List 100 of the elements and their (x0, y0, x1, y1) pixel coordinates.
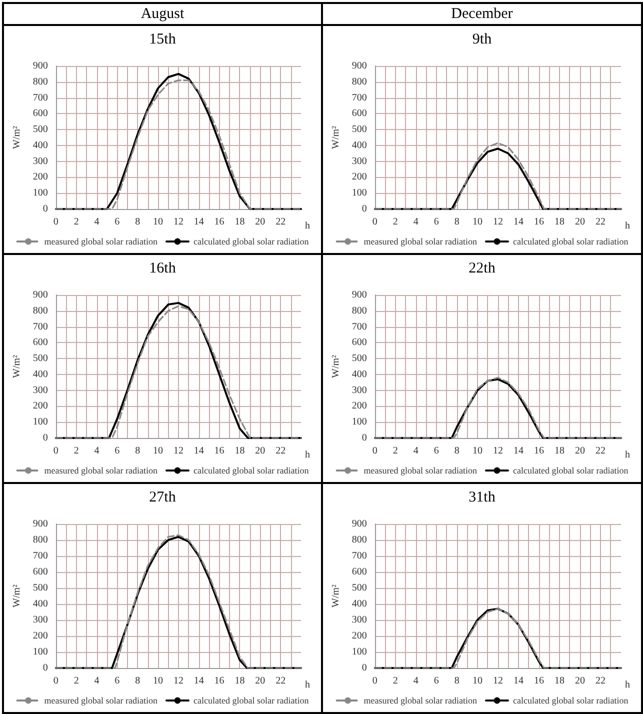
y-tick-label: 900 (32, 518, 48, 530)
y-tick-label: 700 (32, 92, 48, 104)
legend-label: calculated global solar radiation (194, 236, 310, 246)
x-tick-label: 12 (173, 446, 184, 456)
y-tick-label: 0 (42, 662, 48, 674)
x-tick-label: 12 (492, 216, 503, 228)
text: August (4, 4, 323, 26)
y-tick-label: 0 (362, 204, 367, 214)
legend-label: measured global solar radiation (364, 696, 478, 706)
legend-label: measured global solar radiation (44, 466, 158, 476)
x-tick-label: 2 (392, 676, 398, 686)
y-tick-label: 600 (32, 108, 48, 120)
x-tick-label: 12 (492, 676, 503, 686)
x-tick-label: 2 (74, 446, 79, 456)
y-tick-label: 500 (32, 582, 48, 594)
y-tick-label: 700 (32, 550, 48, 562)
y-tick-label: 400 (352, 598, 367, 610)
y-tick-label: 900 (32, 60, 48, 72)
legend-label: measured global solar radiation (44, 236, 158, 246)
x-tick-label: 6 (114, 676, 120, 686)
y-tick-label: 600 (32, 566, 48, 578)
x-tick-label: 18 (554, 216, 564, 228)
y-tick-label: 200 (32, 172, 48, 183)
legend-label: calculated global solar radiation (513, 696, 629, 706)
y-tick-label: 0 (42, 204, 48, 214)
y-tick-label: 800 (352, 76, 367, 88)
x-tick-label: 8 (135, 216, 140, 228)
y-tick-label: 300 (352, 614, 367, 626)
chart-title: 31th (468, 490, 496, 506)
x-tick-label: 6 (434, 676, 439, 686)
x-tick-label: 0 (372, 216, 378, 228)
text: December (323, 4, 641, 26)
x-tick-label: 20 (574, 446, 585, 456)
x-tick-label: 10 (472, 446, 482, 456)
legend-label: calculated global solar radiation (513, 466, 629, 476)
x-tick-label: 18 (234, 676, 245, 686)
x-axis-title: h (625, 220, 630, 232)
x-tick-label: 18 (234, 216, 245, 228)
x-tick-label: 22 (276, 446, 286, 456)
y-tick-label: 300 (352, 156, 367, 167)
x-tick-label: 20 (255, 676, 266, 686)
x-tick-label: 16 (534, 446, 544, 456)
x-tick-label: 16 (214, 446, 224, 456)
chart-title: 27th (149, 490, 176, 506)
y-axis-title: W/m² (330, 126, 342, 149)
chart-title: 15th (149, 32, 176, 48)
x-tick-label: 16 (534, 676, 544, 686)
x-tick-label: 18 (234, 446, 245, 456)
x-tick-label: 2 (392, 216, 398, 228)
y-tick-label: 800 (32, 76, 48, 88)
x-tick-label: 0 (372, 676, 378, 686)
x-tick-label: 16 (534, 216, 544, 228)
y-axis-title: W/m² (12, 355, 22, 378)
x-tick-label: 18 (554, 446, 564, 456)
x-axis-title: h (305, 220, 310, 232)
x-tick-label: 22 (276, 676, 286, 686)
y-tick-label: 400 (352, 368, 367, 380)
y-tick-label: 500 (32, 124, 48, 136)
y-tick-label: 200 (32, 630, 48, 642)
y-tick-label: 700 (352, 92, 367, 104)
x-tick-label: 14 (513, 216, 524, 228)
y-tick-label: 0 (362, 662, 367, 674)
x-tick-label: 8 (454, 676, 460, 686)
x-tick-label: 20 (255, 446, 266, 456)
y-tick-label: 900 (352, 290, 367, 300)
y-tick-label: 300 (32, 156, 48, 167)
y-tick-label: 0 (42, 432, 48, 444)
x-tick-label: 10 (472, 676, 482, 686)
y-axis-title: W/m² (12, 584, 22, 608)
y-tick-label: 500 (352, 582, 367, 594)
y-tick-label: 100 (352, 646, 367, 658)
y-tick-label: 200 (352, 630, 367, 642)
y-tick-label: 700 (352, 321, 367, 332)
y-tick-label: 700 (32, 321, 48, 332)
legend-label: measured global solar radiation (44, 696, 158, 706)
chart-title: 16th (149, 260, 176, 276)
legend-label: calculated global solar radiation (194, 466, 310, 476)
y-tick-label: 400 (32, 140, 48, 151)
y-tick-label: 500 (352, 353, 367, 364)
x-axis-title: h (625, 680, 630, 690)
x-tick-label: 4 (94, 446, 100, 456)
x-tick-label: 0 (53, 676, 58, 686)
x-tick-label: 18 (554, 676, 564, 686)
x-tick-label: 2 (74, 216, 79, 228)
y-tick-label: 0 (362, 432, 367, 444)
x-tick-label: 20 (255, 216, 266, 228)
x-tick-label: 20 (574, 676, 585, 686)
y-tick-label: 800 (352, 305, 367, 316)
x-tick-label: 14 (194, 446, 204, 456)
y-tick-label: 200 (352, 172, 367, 183)
y-tick-label: 800 (32, 534, 48, 546)
x-tick-label: 10 (153, 446, 164, 456)
x-axis-title: h (305, 450, 310, 460)
y-tick-label: 300 (32, 384, 48, 396)
legend-label: calculated global solar radiation (194, 696, 310, 706)
legend-label: measured global solar radiation (364, 466, 478, 476)
y-tick-label: 400 (32, 368, 48, 380)
x-tick-label: 12 (492, 446, 503, 456)
y-tick-label: 100 (32, 646, 48, 658)
y-tick-label: 600 (352, 337, 367, 348)
